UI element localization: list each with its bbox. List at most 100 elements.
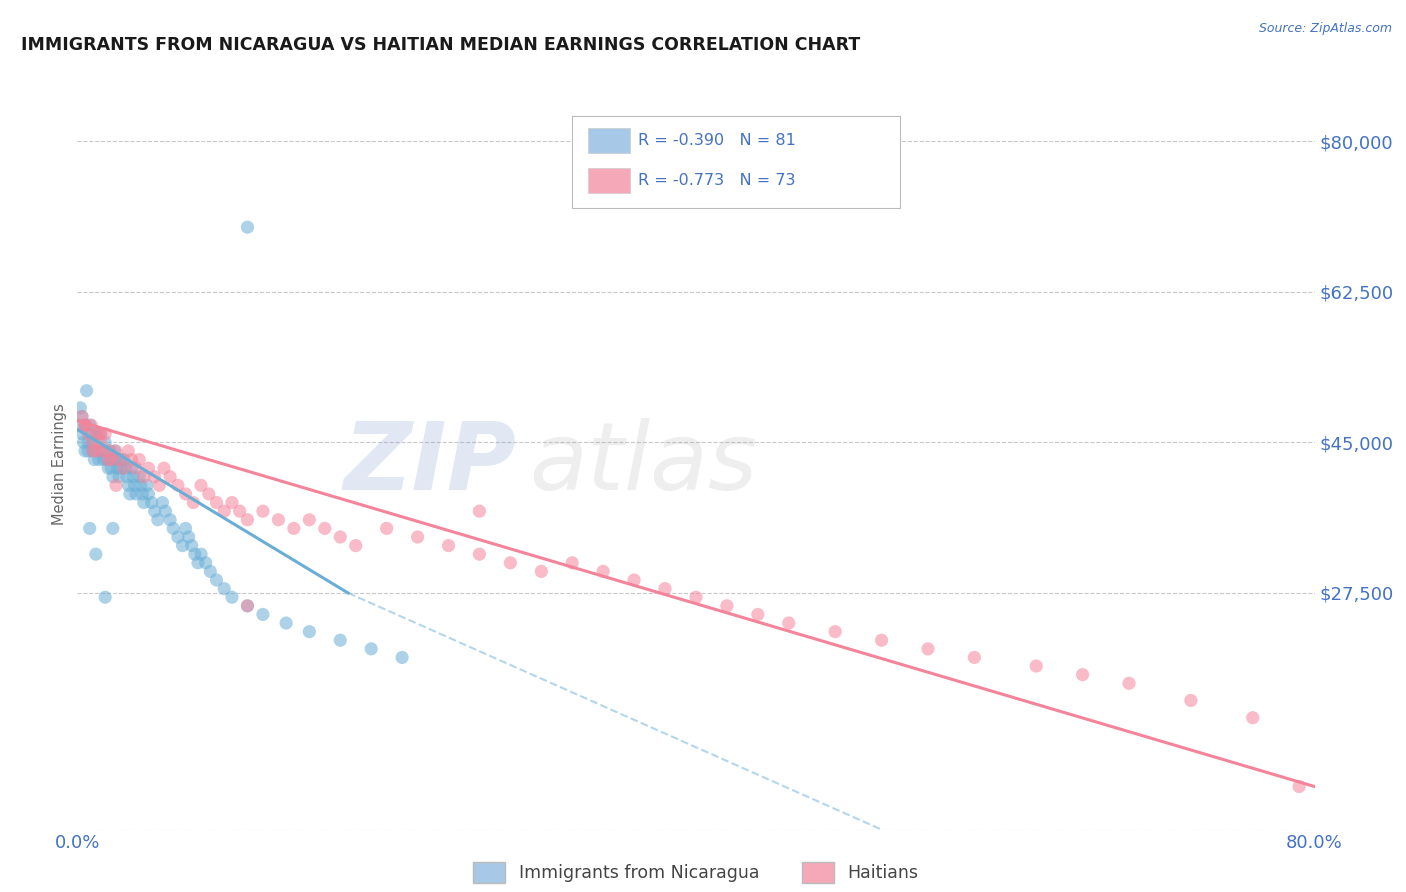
Point [70,409,93,424]
Point [77,435,100,450]
Point [100,452,122,467]
Point [190,547,212,561]
Point [138,487,160,501]
Point [468,547,491,561]
Point [716,599,738,613]
Point [141,495,163,509]
Point [98,444,121,458]
Point [83,452,105,467]
Point [67,418,90,433]
Point [214,504,236,518]
Point [84,426,107,441]
Point [108,469,131,483]
Point [128,452,150,467]
Point [159,469,181,483]
FancyBboxPatch shape [588,169,630,194]
Point [94,426,117,441]
Point [778,615,800,630]
Point [148,478,170,492]
Point [136,478,159,492]
Point [118,487,141,501]
Point [121,461,143,475]
Point [221,495,243,509]
Point [84,444,107,458]
Point [437,539,460,553]
Point [91,444,114,458]
Point [963,650,986,665]
Point [82,435,104,450]
Point [917,641,939,656]
Point [108,452,131,467]
Point [276,615,298,630]
Text: ZIP: ZIP [343,417,516,510]
Point [1071,667,1094,681]
Point [214,582,236,596]
Point [132,469,155,483]
Point [1180,693,1202,707]
Point [236,220,259,235]
Point [82,444,104,458]
Point [205,495,228,509]
Point [499,556,522,570]
Point [101,469,124,483]
Point [82,435,104,450]
Point [100,452,122,467]
Point [91,444,114,458]
Point [105,452,128,467]
Point [174,521,197,535]
Point [105,478,128,492]
Point [221,591,243,605]
Point [375,521,398,535]
Point [1118,676,1140,690]
Point [283,521,305,535]
Point [177,530,200,544]
Point [94,591,117,605]
Point [86,426,108,441]
Point [69,401,91,415]
Point [117,478,139,492]
Point [360,641,382,656]
Point [112,452,135,467]
Point [391,650,413,665]
Point [70,409,93,424]
Point [121,452,143,467]
Point [94,435,117,450]
Point [112,461,135,475]
Point [117,444,139,458]
Point [155,504,177,518]
Point [110,461,132,475]
Legend: Immigrants from Nicaragua, Haitians: Immigrants from Nicaragua, Haitians [474,862,918,883]
Point [329,633,352,648]
Point [110,452,132,467]
Point [125,487,148,501]
Point [198,487,221,501]
Point [205,573,228,587]
Point [107,461,129,475]
Point [132,495,155,509]
Point [152,495,174,509]
Point [143,504,166,518]
Point [180,539,202,553]
Y-axis label: Median Earnings: Median Earnings [52,403,67,524]
Point [75,418,96,433]
Point [87,452,110,467]
Point [90,435,112,450]
Point [174,487,197,501]
Point [190,478,212,492]
Point [298,513,321,527]
Point [194,556,217,570]
Point [623,573,645,587]
Text: IMMIGRANTS FROM NICARAGUA VS HAITIAN MEDIAN EARNINGS CORRELATION CHART: IMMIGRANTS FROM NICARAGUA VS HAITIAN MED… [21,36,860,54]
Point [172,539,194,553]
Point [86,444,108,458]
Point [561,556,583,570]
Point [131,487,153,501]
Point [229,504,252,518]
Point [84,547,107,561]
Point [97,452,120,467]
Point [80,426,103,441]
Point [97,444,120,458]
Point [654,582,676,596]
Point [100,461,122,475]
Text: R = -0.773   N = 73: R = -0.773 N = 73 [638,173,796,188]
